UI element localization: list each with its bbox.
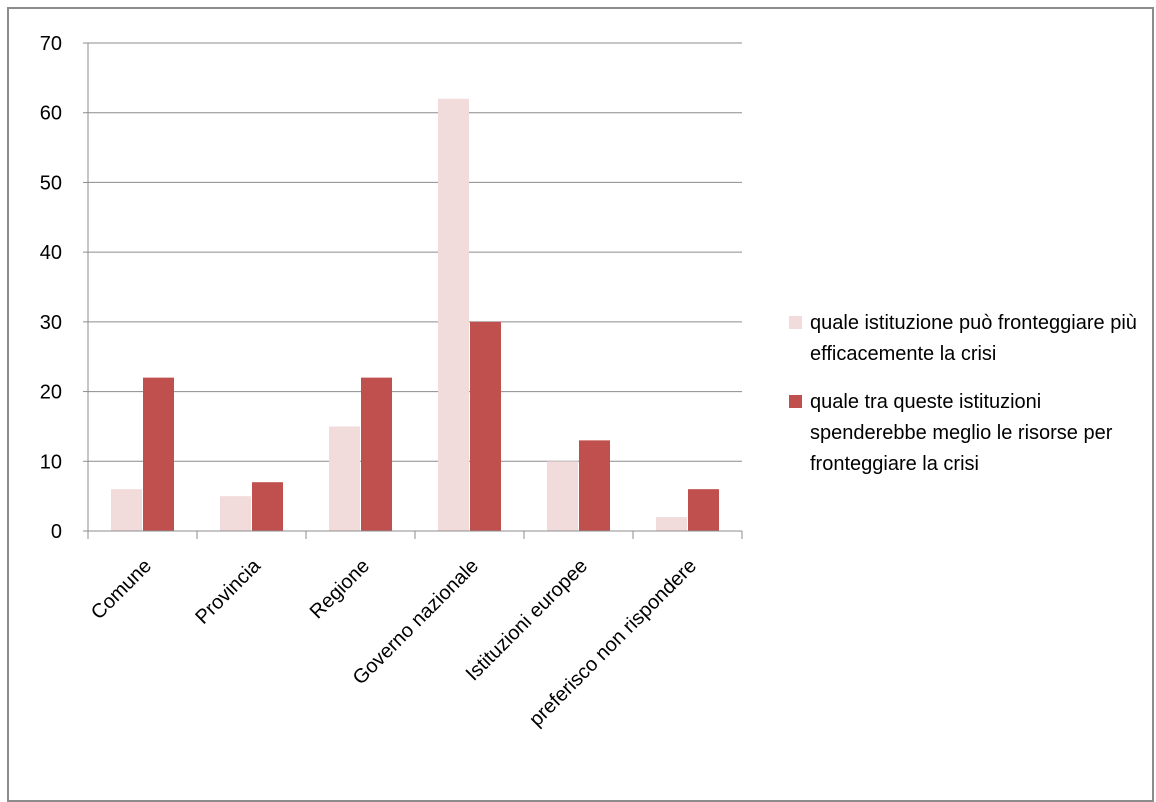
- legend-label-series-1: quale istituzione può fronteggiare più e…: [810, 312, 1137, 365]
- x-tick-label: Regione: [306, 555, 374, 623]
- y-tick-label: 50: [40, 172, 62, 194]
- bar-series-2-3: [470, 321, 501, 531]
- bar-series-1-3: [438, 98, 469, 532]
- legend-swatch-series-1: [789, 316, 802, 329]
- gridlines: [88, 42, 742, 462]
- y-tick-label: 10: [40, 451, 62, 473]
- x-tick-label: Istituzioni europee: [462, 555, 592, 685]
- legend-swatch-series-2: [789, 395, 802, 408]
- x-tick-label: Provincia: [191, 554, 265, 628]
- bar-series-1-4: [547, 461, 578, 531]
- legend-item-series-1: quale istituzione può fronteggiare più e…: [789, 308, 1149, 370]
- bar-series-1-0: [111, 489, 142, 531]
- legend-label-series-2: quale tra queste istituzioni spenderebbe…: [810, 391, 1113, 475]
- bar-series-1-5: [656, 517, 687, 531]
- y-tick-label: 30: [40, 312, 62, 334]
- legend-item-series-2: quale tra queste istituzioni spenderebbe…: [789, 387, 1149, 480]
- y-tick-label: 70: [40, 33, 62, 55]
- bar-series-2-1: [252, 482, 283, 531]
- legend: quale istituzione può fronteggiare più e…: [789, 308, 1149, 497]
- y-tick-label: 20: [40, 382, 62, 404]
- bar-series-1-2: [329, 426, 360, 531]
- bar-series-2-4: [579, 440, 610, 531]
- y-tick-label: 60: [40, 103, 62, 125]
- chart-frame: [7, 7, 1154, 802]
- y-axis-ticks: 0 10 20 30 40 50 60 70: [40, 33, 88, 543]
- x-tick-label: Comune: [87, 555, 156, 624]
- bar-series-2-0: [143, 377, 174, 531]
- bar-series-1-1: [220, 496, 251, 531]
- bar-series-2-2: [361, 377, 392, 531]
- bar-series-2-5: [688, 489, 719, 531]
- y-tick-label: 0: [51, 521, 62, 543]
- bars: [111, 98, 719, 532]
- y-tick-label: 40: [40, 242, 62, 264]
- x-axis: [87, 43, 743, 539]
